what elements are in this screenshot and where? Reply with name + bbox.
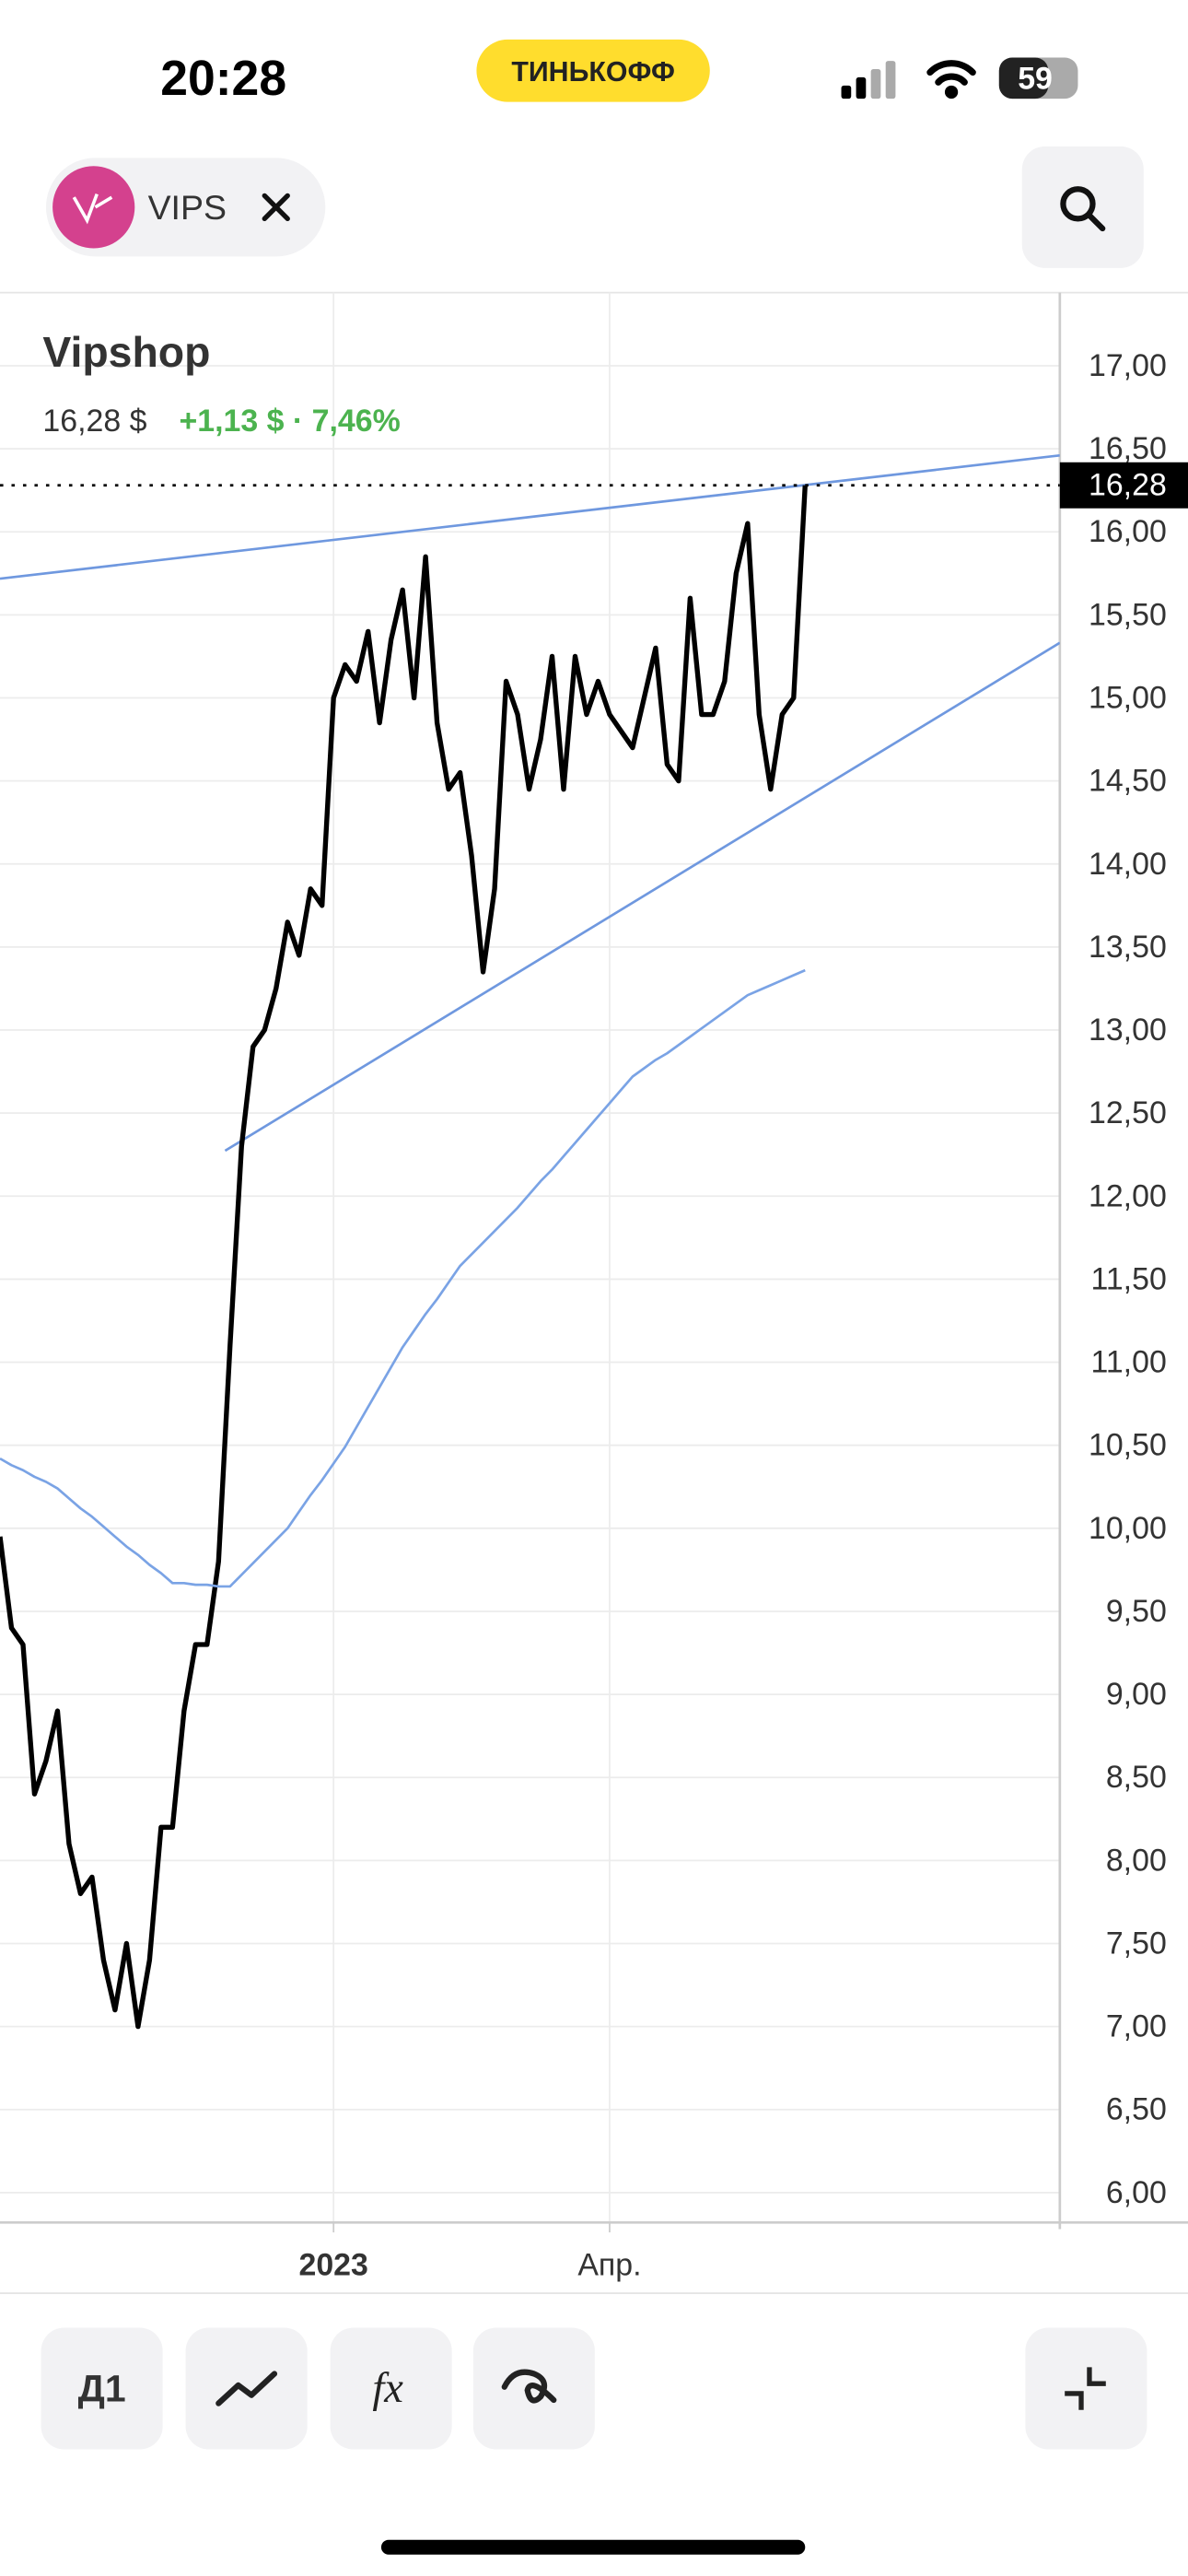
carrier-text: ТИНЬКОФФ [511,57,674,88]
y-tick-label: 17,00 [1089,348,1167,383]
y-tick-label: 11,50 [1091,1261,1167,1296]
wifi-icon [926,60,976,100]
x-tick-label: Апр. [577,2248,641,2283]
y-tick-label: 10,50 [1089,1428,1167,1463]
interval-text: Д1 [78,2368,126,2410]
y-tick-label: 12,00 [1089,1178,1167,1213]
chart-type-icon [215,2371,278,2406]
carrier-badge [476,39,710,102]
search-icon [1060,186,1096,222]
y-tick-label: 13,00 [1089,1013,1167,1048]
y-tick-label: 12,50 [1089,1095,1167,1130]
trendlines [0,453,1060,1153]
trendline [0,453,1060,580]
y-tick-label: 13,50 [1089,930,1167,965]
price-line [0,485,808,2030]
plot [0,484,1060,2030]
x-tick-label: 2023 [298,2248,367,2283]
y-tick-label: 9,00 [1106,1677,1167,1712]
battery-text: 59 [1018,62,1053,97]
grid [0,292,1060,2223]
y-tick-label: 14,50 [1089,764,1167,799]
fullscreen-icon [1065,2367,1106,2410]
y-tick-label: 8,00 [1106,1843,1167,1878]
battery-level [998,57,1049,100]
logo-mark [72,193,113,225]
trendline [224,641,1060,1153]
indicators-button[interactable] [330,2327,452,2450]
price-change: +1,13 $ · 7,46% [179,404,400,439]
search-button[interactable] [1021,146,1144,268]
home-indicator [380,2539,806,2555]
y-tick-label: 7,50 [1106,1926,1167,1961]
y-tick-label: 9,50 [1106,1594,1167,1629]
y-tick-label: 16,00 [1089,514,1167,549]
search-icon-handle [1086,212,1106,232]
y-tick-label: 8,50 [1106,1760,1167,1795]
y-tick-label: 15,00 [1089,680,1167,715]
price: 16,28 $ [42,404,146,439]
y-tick-label: 6,00 [1106,2175,1167,2210]
axis-labels: 6,00 6,50 7,00 7,50 8,00 8,50 9,00 9,50 10,00 10,… [298,348,1188,2283]
y-tick-label: 14,00 [1089,847,1167,882]
y-tick-label: 15,50 [1089,597,1167,632]
last-price-tag [1059,462,1188,509]
y-tick-label: 11,00 [1091,1345,1167,1380]
fullscreen-button[interactable] [1025,2327,1147,2450]
y-tick-label: 16,50 [1089,431,1167,466]
average-line [0,968,806,1588]
last-price-label: 16,28 [1089,468,1167,503]
chart-title: Vipshop [42,328,210,376]
status-time: 20:28 [160,52,286,106]
ticker-symbol: VIPS [148,188,227,227]
signal-icon [841,61,896,100]
indicators-icon: fx [372,2365,403,2412]
y-tick-label: 10,00 [1089,1511,1167,1546]
close-icon[interactable] [262,193,290,222]
y-tick-label: 7,00 [1106,2009,1167,2044]
y-tick-label: 6,50 [1106,2092,1167,2127]
interval-button[interactable] [41,2327,163,2450]
drawing-icon [501,2369,557,2404]
